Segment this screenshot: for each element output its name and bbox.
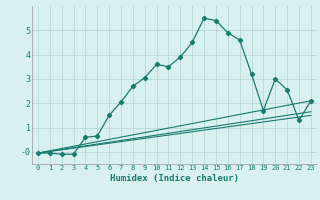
X-axis label: Humidex (Indice chaleur): Humidex (Indice chaleur) xyxy=(110,174,239,183)
